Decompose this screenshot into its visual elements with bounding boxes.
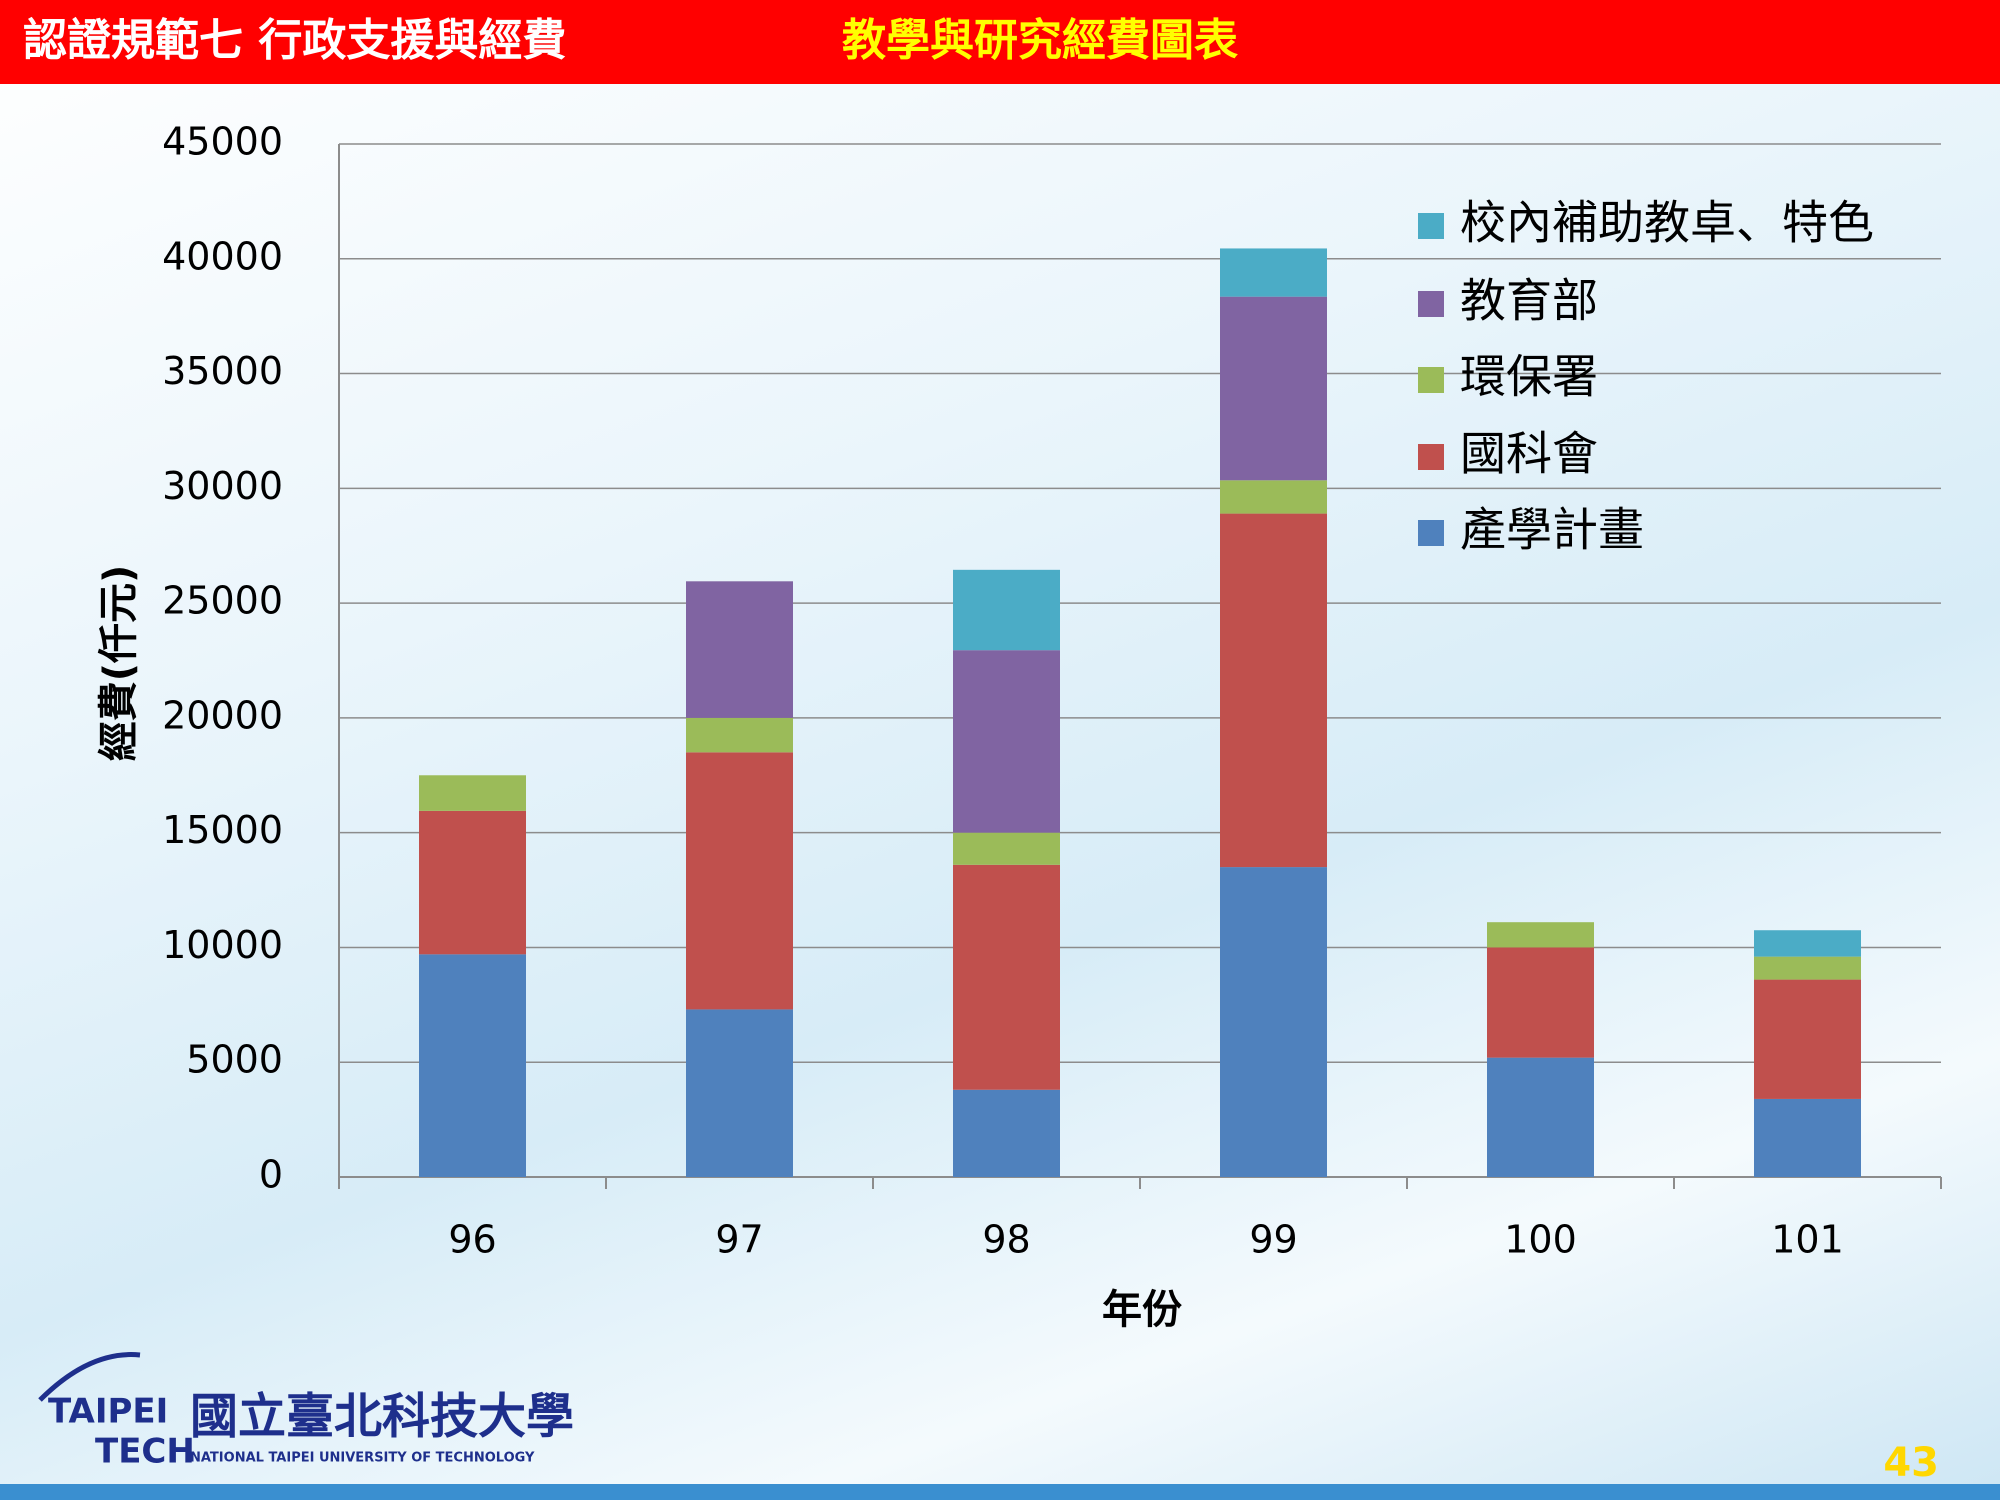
y-tick-label: 20000 [162, 693, 283, 737]
bar-segment [1487, 1057, 1594, 1177]
legend-swatch [1418, 213, 1444, 239]
x-tick-label: 100 [1504, 1218, 1577, 1262]
bar-segment [419, 954, 526, 1177]
bar-segment [1220, 480, 1327, 514]
school-english: NATIONAL TAIPEI UNIVERSITY OF TECHNOLOGY [190, 1451, 535, 1466]
legend-swatch [1418, 291, 1444, 317]
x-tick-label: 99 [1249, 1218, 1297, 1262]
logo-swoosh [38, 1352, 141, 1402]
bar-segment [953, 569, 1060, 651]
bar-segment [953, 650, 1060, 833]
bar-segment [1220, 296, 1327, 481]
bar-segment [686, 581, 793, 718]
bar-segment [686, 752, 793, 1010]
page-number: 43 [1883, 1440, 1939, 1486]
x-tick-label: 98 [982, 1218, 1030, 1262]
y-tick-label: 35000 [162, 349, 283, 393]
logo-bottom: TECH [95, 1432, 195, 1472]
y-tick-label: 25000 [162, 579, 283, 623]
x-tick-label: 96 [448, 1218, 496, 1262]
bar-segment [953, 1089, 1060, 1177]
bar-segment [1754, 1098, 1861, 1177]
bar-segment [1220, 248, 1327, 297]
bar-segment [1754, 979, 1861, 1099]
y-tick-label: 45000 [162, 120, 283, 164]
bar-segment [419, 775, 526, 811]
bar-segment [953, 832, 1060, 865]
bar-segment [953, 864, 1060, 1090]
legend-label: 環保署 [1460, 350, 1598, 404]
header-section: 認證規範七 行政支援與經費 [23, 15, 566, 66]
header-title: 教學與研究經費圖表 [842, 15, 1238, 66]
y-tick-label: 0 [259, 1153, 283, 1197]
y-axis-title: 經費(仟元) [96, 565, 142, 762]
bar-segment [686, 1009, 793, 1177]
legend-swatch [1418, 520, 1444, 546]
x-tick-label: 97 [715, 1218, 763, 1262]
bar-segment [1220, 513, 1327, 868]
legend-swatch [1418, 444, 1444, 470]
footer-bar [0, 1484, 2000, 1500]
bar-segment [419, 810, 526, 955]
bar-segment [1220, 867, 1327, 1177]
legend-label: 教育部 [1460, 274, 1598, 328]
y-tick-label: 30000 [162, 464, 283, 508]
bar-segment [1487, 947, 1594, 1058]
y-tick-label: 5000 [186, 1038, 283, 1082]
bar-segment [1754, 930, 1861, 957]
y-tick-label: 40000 [162, 234, 283, 278]
x-axis-title: 年份 [1102, 1287, 1182, 1333]
header-bar [0, 0, 2000, 84]
legend-label: 產學計畫 [1460, 503, 1644, 557]
bar-segment [1754, 956, 1861, 980]
bar-segment [686, 717, 793, 753]
y-tick-label: 15000 [162, 808, 283, 852]
bar-segment [1487, 922, 1594, 948]
y-tick-label: 10000 [162, 923, 283, 967]
logo-top: TAIPEI [48, 1392, 168, 1432]
x-tick-label: 101 [1771, 1218, 1844, 1262]
legend-swatch [1418, 367, 1444, 393]
school-name: 國立臺北科技大學 [190, 1389, 574, 1445]
legend-label: 國科會 [1460, 427, 1598, 481]
legend-label: 校內補助教卓、特色 [1460, 196, 1874, 250]
